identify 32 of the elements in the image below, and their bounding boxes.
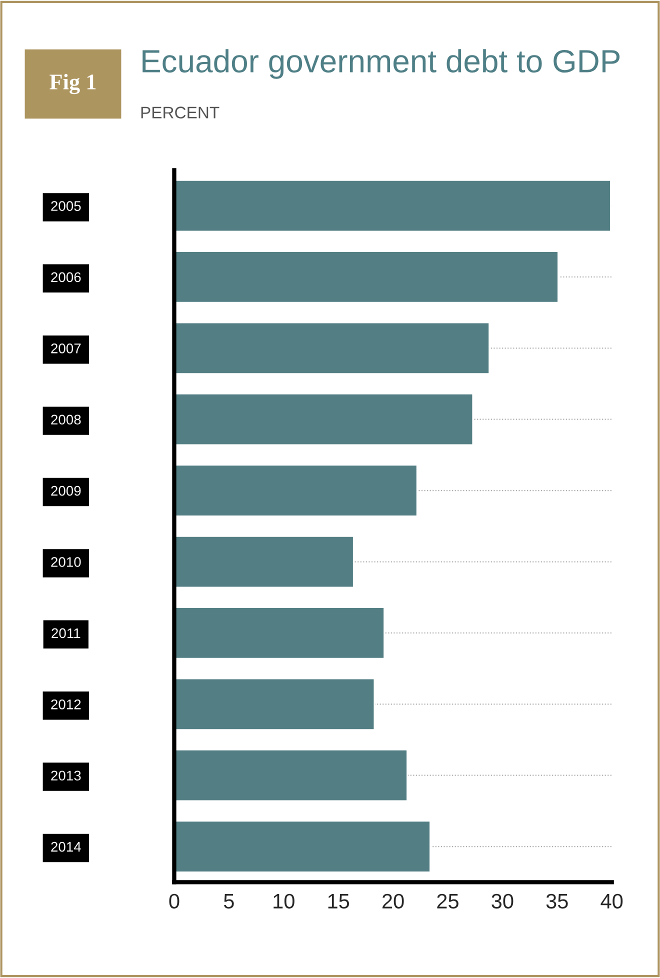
y-tick-label: 2010 bbox=[51, 557, 81, 567]
caption: Fig 1 bbox=[50, 74, 96, 94]
bar bbox=[174, 322, 490, 374]
x-tick-label: 10 bbox=[274, 894, 294, 909]
x-tick-label: 0 bbox=[169, 894, 180, 909]
bar bbox=[174, 678, 376, 730]
y-tick-label: 2005 bbox=[51, 201, 81, 211]
y-tick-label: 2009 bbox=[51, 486, 81, 496]
bar bbox=[174, 464, 418, 517]
x-tick-label: 15 bbox=[328, 894, 350, 909]
bar bbox=[174, 606, 385, 660]
x-tick-label: 5 bbox=[224, 894, 234, 909]
chart-title: Ecuador government debt to GDP bbox=[142, 49, 620, 79]
bar bbox=[174, 820, 431, 873]
bar bbox=[174, 535, 354, 588]
y-tick-label: 2006 bbox=[51, 272, 81, 282]
bar bbox=[174, 749, 408, 802]
bar bbox=[174, 179, 612, 232]
y-tick-label: 2008 bbox=[51, 414, 81, 425]
chart-subtitle: PERCENT bbox=[141, 106, 220, 118]
y-tick-label: 2012 bbox=[51, 699, 81, 710]
x-tick-label: 30 bbox=[492, 894, 514, 909]
y-tick-label: 2013 bbox=[51, 770, 81, 781]
y-tick-label: 2011 bbox=[52, 628, 80, 638]
x-tick-label: 35 bbox=[546, 894, 568, 909]
x-tick-label: 25 bbox=[437, 894, 458, 909]
x-tick-label: 20 bbox=[382, 894, 404, 909]
bar bbox=[174, 250, 559, 304]
y-tick-label: 2007 bbox=[51, 344, 81, 354]
bar bbox=[174, 393, 474, 446]
y-tick-label: 2014 bbox=[51, 842, 81, 852]
x-tick-label: 40 bbox=[600, 894, 623, 909]
